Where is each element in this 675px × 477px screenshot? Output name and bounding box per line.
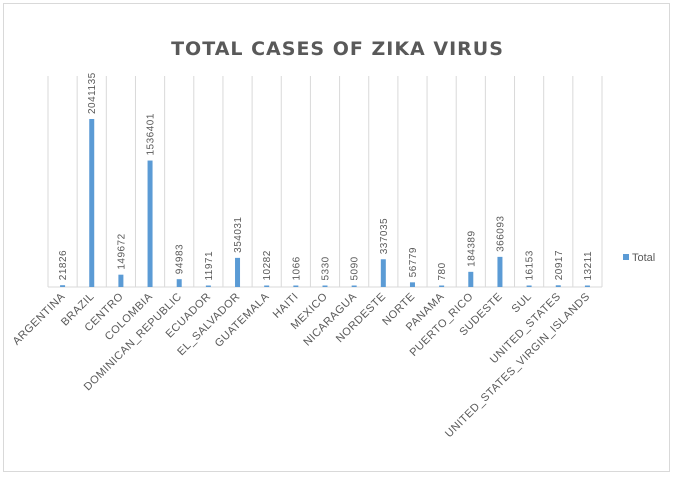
data-labels: 21826 2041135 149672 1536401 94983 11971 35403… xyxy=(58,72,594,280)
data-label: 780 xyxy=(437,262,448,280)
data-label: 56779 xyxy=(408,247,419,277)
x-tick-labels: ARGENTINABRAZILCENTROCOLOMBIADOMINICAN_R… xyxy=(11,291,593,441)
bars xyxy=(60,119,590,287)
legend-label: Total xyxy=(632,252,655,264)
data-label: 94983 xyxy=(175,244,186,274)
legend: Total xyxy=(623,252,655,264)
data-label: 5090 xyxy=(350,256,361,280)
bar-norte xyxy=(409,282,415,287)
data-label: 20917 xyxy=(554,250,565,280)
legend-swatch xyxy=(623,254,629,260)
data-label: 354031 xyxy=(233,216,244,252)
bar-el-salvador xyxy=(235,257,241,287)
data-label: 366093 xyxy=(495,215,506,251)
bar-centro xyxy=(118,274,124,287)
data-label: 21826 xyxy=(58,250,69,280)
data-label: 5330 xyxy=(321,256,332,280)
data-label: 1536401 xyxy=(146,113,157,155)
data-label: 10282 xyxy=(262,250,273,280)
data-label: 11971 xyxy=(204,251,215,281)
data-label: 149672 xyxy=(116,233,127,269)
bar-united-states-virgin-islands xyxy=(584,285,590,287)
bar-panama xyxy=(439,285,445,287)
bar-ecuador xyxy=(205,285,211,287)
bar-argentina xyxy=(60,285,66,287)
data-label: 337035 xyxy=(379,218,390,254)
bar-dominican-republic xyxy=(176,279,182,287)
bar-united-states xyxy=(555,285,561,287)
bar-sudeste xyxy=(497,256,503,287)
x-tick-label: SUL xyxy=(510,291,535,316)
bar-puerto-rico xyxy=(468,271,474,287)
data-label: 1066 xyxy=(291,256,302,280)
chart-frame xyxy=(3,3,670,472)
data-label: 2041135 xyxy=(87,72,98,114)
data-label: 16153 xyxy=(525,250,536,280)
bar-nicaragua xyxy=(351,285,357,287)
bar-guatemala xyxy=(264,285,270,287)
bar-colombia xyxy=(147,160,153,287)
bar-mexico xyxy=(322,285,328,287)
bar-haiti xyxy=(293,285,299,287)
data-label: 184389 xyxy=(466,230,477,266)
bar-nordeste xyxy=(380,259,386,287)
chart-title: TOTAL CASES OF ZIKA VIRUS xyxy=(171,38,504,60)
bar-brazil xyxy=(89,119,95,287)
bar-sul xyxy=(526,285,532,287)
data-label: 13211 xyxy=(583,251,594,281)
gridlines xyxy=(47,76,603,288)
